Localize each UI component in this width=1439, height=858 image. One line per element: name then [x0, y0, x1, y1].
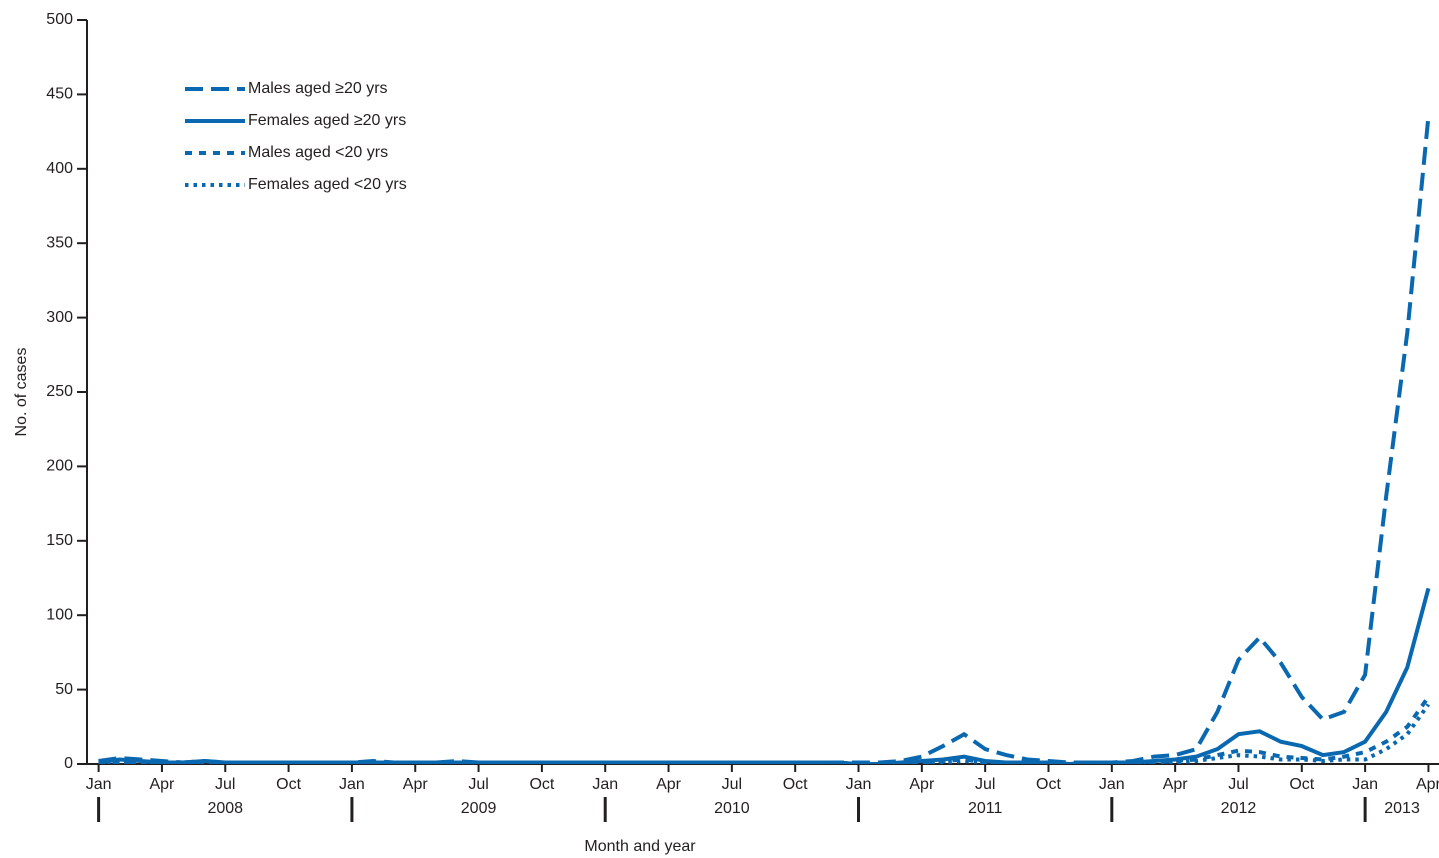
legend-label: Females aged <20 yrs	[248, 176, 407, 193]
series-line	[98, 116, 1431, 764]
x-tick-label: Jan	[846, 776, 872, 793]
x-tick-label: Oct	[276, 776, 301, 793]
x-tick-label: Jul	[1228, 776, 1248, 793]
x-tick-label: Jan	[1352, 776, 1378, 793]
series-line	[98, 587, 1431, 764]
x-tick-label: Jul	[215, 776, 235, 793]
y-tick-label: 450	[46, 86, 73, 103]
x-tick-label: Jan	[592, 776, 618, 793]
year-label: 2013	[1384, 800, 1420, 817]
x-axis-title: Month and year	[584, 838, 696, 855]
legend-label: Males aged ≥20 yrs	[248, 80, 388, 97]
legend-label: Males aged <20 yrs	[248, 144, 388, 161]
series-line	[98, 695, 1431, 764]
year-label: 2010	[714, 800, 750, 817]
x-tick-label: Oct	[1289, 776, 1314, 793]
series-line	[98, 703, 1431, 764]
x-tick-label: Jul	[975, 776, 995, 793]
year-label: 2009	[461, 800, 497, 817]
year-label: 2011	[968, 800, 1003, 817]
x-tick-label: Oct	[1036, 776, 1061, 793]
x-tick-label: Jan	[1099, 776, 1125, 793]
x-tick-label: Jan	[339, 776, 365, 793]
y-tick-label: 150	[46, 532, 73, 549]
x-tick-label: Apr	[149, 776, 175, 793]
year-label: 2012	[1221, 800, 1257, 817]
x-tick-label: Jul	[722, 776, 742, 793]
x-tick-label: Jul	[468, 776, 488, 793]
x-tick-label: Jan	[86, 776, 112, 793]
legend-label: Females aged ≥20 yrs	[248, 112, 406, 129]
y-axis-title: No. of cases	[13, 348, 30, 437]
y-tick-label: 250	[46, 383, 73, 400]
x-tick-label: Apr	[1163, 776, 1189, 793]
year-label: 2008	[207, 800, 243, 817]
x-tick-label: Apr	[909, 776, 935, 793]
y-tick-label: 400	[46, 160, 73, 177]
y-tick-label: 0	[64, 755, 73, 772]
y-tick-label: 200	[46, 458, 73, 475]
y-tick-label: 100	[46, 606, 73, 623]
x-tick-label: Oct	[529, 776, 554, 793]
x-tick-label: Oct	[783, 776, 808, 793]
y-tick-label: 50	[55, 681, 73, 698]
x-tick-label: Apr	[403, 776, 429, 793]
y-tick-label: 350	[46, 234, 73, 251]
x-tick-label: Apr	[1416, 776, 1439, 793]
y-tick-label: 300	[46, 309, 73, 326]
x-tick-label: Apr	[656, 776, 682, 793]
y-tick-label: 500	[46, 11, 73, 28]
